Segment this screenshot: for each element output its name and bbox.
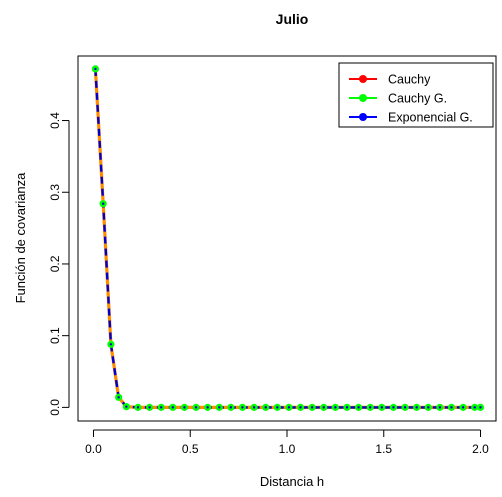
- point-exponencial-g: [194, 406, 198, 409]
- chart-title: Julio: [276, 11, 309, 27]
- point-exponencial-g: [252, 406, 256, 409]
- point-exponencial-g: [403, 406, 407, 409]
- legend-label: Cauchy: [388, 73, 431, 87]
- y-tick-label: 0.1: [48, 327, 62, 344]
- x-tick-label: 0.5: [182, 442, 199, 456]
- x-tick-label: 0.0: [85, 442, 102, 456]
- point-exponencial-g: [299, 406, 302, 409]
- point-exponencial-g: [415, 406, 418, 409]
- x-axis-label: Distancia h: [260, 474, 324, 489]
- point-exponencial-g: [392, 406, 395, 409]
- point-exponencial-g: [334, 406, 337, 409]
- point-exponencial-g: [206, 406, 209, 409]
- legend-label: Exponencial G.: [388, 111, 473, 125]
- point-exponencial-g: [117, 396, 120, 399]
- point-exponencial-g: [183, 406, 186, 409]
- x-tick-label: 1.0: [279, 442, 296, 456]
- legend: Cauchy Cauchy G. Exponencial G.: [338, 62, 494, 128]
- x-axis: 0.0 0.5 1.0 1.5 2.0: [85, 429, 489, 456]
- point-exponencial-g: [345, 406, 349, 409]
- point-exponencial-g: [125, 405, 128, 408]
- point-exponencial-g: [473, 406, 476, 409]
- y-tick-label: 0.0: [48, 399, 62, 416]
- point-exponencial-g: [380, 406, 384, 409]
- point-exponencial-g: [357, 406, 360, 409]
- y-axis: 0.0 0.1 0.2 0.3 0.4: [48, 112, 70, 416]
- point-exponencial-g: [101, 202, 105, 205]
- point-exponencial-g: [322, 406, 325, 409]
- point-exponencial-g: [218, 406, 221, 409]
- point-exponencial-g: [369, 406, 372, 409]
- point-exponencial-g: [229, 406, 233, 409]
- y-tick-label: 0.2: [48, 255, 62, 272]
- x-tick-label: 1.5: [375, 442, 392, 456]
- point-exponencial-g: [310, 406, 314, 409]
- point-exponencial-g: [94, 67, 97, 71]
- plot-frame: [77, 55, 497, 422]
- legend-marker: [359, 94, 367, 102]
- point-exponencial-g: [136, 406, 140, 409]
- point-exponencial-g: [438, 406, 442, 409]
- point-exponencial-g: [287, 406, 291, 409]
- y-tick-label: 0.3: [48, 184, 62, 201]
- legend-label: Cauchy G.: [388, 92, 447, 106]
- y-axis-label: Función de covarianza: [13, 172, 28, 304]
- point-exponencial-g: [171, 406, 175, 409]
- series-layer: [91, 65, 485, 411]
- legend-marker: [359, 113, 367, 121]
- point-exponencial-g: [427, 406, 430, 409]
- point-exponencial-g: [160, 406, 163, 409]
- y-tick-label: 0.4: [48, 112, 62, 129]
- point-exponencial-g: [109, 343, 113, 346]
- point-exponencial-g: [461, 406, 465, 409]
- point-exponencial-g: [264, 406, 267, 409]
- point-exponencial-g: [241, 406, 244, 409]
- point-exponencial-g: [276, 406, 279, 409]
- legend-marker: [359, 75, 367, 83]
- point-exponencial-g: [450, 406, 453, 409]
- point-exponencial-g: [148, 406, 151, 409]
- point-exponencial-g: [479, 406, 482, 409]
- x-tick-label: 2.0: [472, 442, 489, 456]
